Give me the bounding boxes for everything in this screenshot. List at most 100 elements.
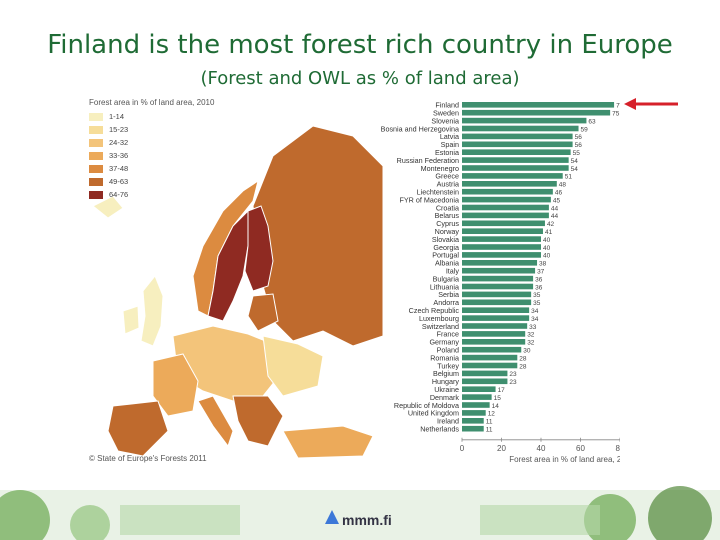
- category-label: Finland: [435, 101, 459, 110]
- bar-value-label: 30: [523, 348, 531, 355]
- map-legend-swatch: [89, 112, 103, 121]
- bar: [462, 370, 508, 377]
- bar-chart: 0 20 40 60 80 Forest area in % of land area, …: [381, 101, 620, 464]
- bar: [462, 260, 538, 266]
- map-copyright: © State of Europe's Forests 2011: [89, 454, 207, 463]
- bar-value-label: 33: [529, 324, 537, 331]
- europe-map: Forest area in % of land area, 2010 1-14…: [83, 96, 384, 466]
- category-label: Poland: [437, 346, 459, 355]
- bar-value-label: 56: [575, 142, 583, 149]
- bar: [462, 149, 571, 155]
- bar: [462, 283, 534, 290]
- map-legend-swatch: [89, 151, 103, 160]
- category-label: Belarus: [435, 211, 460, 220]
- map-legend-label: 33-36: [109, 151, 129, 160]
- bar: [462, 117, 587, 124]
- category-label: Luxembourg: [419, 314, 459, 323]
- category-label: Ireland: [437, 417, 459, 426]
- map-legend-label: 15-23: [109, 125, 129, 134]
- bar-value-label: 44: [551, 213, 559, 220]
- page-subtitle: (Forest and OWL as % of land area): [200, 68, 520, 89]
- category-label: Liechtenstein: [417, 188, 459, 197]
- x-tick-label: 80: [616, 444, 620, 453]
- category-label: Austria: [437, 180, 459, 189]
- map-legend-item: 33-36: [89, 151, 128, 160]
- category-label: United Kingdom: [408, 409, 459, 418]
- bar-value-label: 40: [543, 245, 551, 252]
- bar: [462, 157, 569, 163]
- map-legend-label: 24-32: [109, 138, 129, 147]
- map-legend-item: 64-76: [89, 190, 128, 199]
- map-region-uk: [140, 275, 164, 347]
- x-tick-label: 40: [537, 444, 546, 453]
- bar: [462, 204, 549, 211]
- x-tick-label: 60: [576, 444, 585, 453]
- x-tick-label: 0: [460, 444, 465, 453]
- bar-value-label: 40: [543, 253, 551, 260]
- bar-value-label: 36: [535, 284, 543, 291]
- bar-value-label: 41: [545, 229, 553, 236]
- bar: [462, 212, 549, 219]
- mmm-logo-text: mmm.fi: [342, 512, 392, 528]
- map-region-iberia: [107, 400, 169, 457]
- map-legend-swatch: [89, 125, 103, 134]
- bar: [462, 173, 563, 179]
- category-label: Greece: [435, 172, 459, 181]
- bar-value-label: 56: [575, 134, 583, 141]
- map-legend-swatch: [89, 138, 103, 147]
- category-label: Estonia: [435, 148, 459, 157]
- bar-value-label: 44: [551, 205, 559, 212]
- bar-value-label: 46: [555, 190, 563, 197]
- bar-value-label: 11: [486, 419, 493, 426]
- category-label: Georgia: [433, 243, 459, 252]
- bar-value-label: 63: [588, 118, 596, 125]
- bar: [462, 346, 522, 353]
- bar: [462, 188, 553, 195]
- bar: [462, 181, 557, 187]
- map-region-balkans: [232, 395, 284, 447]
- map-region-belarus-ukraine: [262, 335, 324, 397]
- map-region-finland: [244, 205, 274, 292]
- category-label: FYR of Macedonia: [399, 195, 459, 204]
- category-label: Andorra: [433, 298, 459, 307]
- map-legend-swatch: [89, 190, 103, 199]
- category-label: Hungary: [432, 377, 460, 386]
- bar-value-label: 55: [573, 150, 581, 157]
- bar-value-label: 45: [553, 197, 561, 204]
- bar: [462, 196, 551, 203]
- category-label: Slovakia: [432, 235, 459, 244]
- map-region-italy: [197, 395, 234, 448]
- bar: [462, 165, 569, 171]
- bar: [462, 315, 530, 321]
- category-label: Belgium: [433, 369, 459, 378]
- bar-value-label: 34: [531, 316, 539, 323]
- map-legend-item: 1-14: [89, 112, 124, 121]
- map-svg: [92, 125, 384, 459]
- bar-value-label: 23: [509, 379, 517, 386]
- category-label: Spain: [441, 140, 459, 149]
- footer-illustration: [0, 486, 720, 540]
- bar: [462, 394, 492, 400]
- category-label: Portugal: [432, 251, 459, 260]
- map-legend-label: 49-63: [109, 177, 129, 186]
- category-label: Netherlands: [420, 425, 459, 434]
- category-label: Bosnia and Herzegovina: [381, 124, 459, 133]
- bar-value-label: 54: [571, 166, 579, 173]
- category-label: Italy: [446, 267, 460, 276]
- bar: [462, 220, 545, 227]
- category-label: Russian Federation: [397, 156, 459, 165]
- bar-value-label: 77: [616, 103, 620, 110]
- bar-value-label: 17: [498, 387, 506, 394]
- bar: [462, 425, 484, 432]
- bar-value-label: 15: [494, 395, 502, 402]
- bar-value-label: 54: [571, 158, 579, 165]
- bar: [462, 362, 518, 369]
- bar-value-label: 48: [559, 182, 567, 189]
- bar-value-label: 42: [547, 221, 555, 228]
- bar: [462, 109, 611, 116]
- category-label: Switzerland: [422, 322, 459, 331]
- category-label: Cyprus: [436, 219, 459, 228]
- map-legend-label: 1-14: [109, 112, 125, 121]
- bar: [462, 299, 532, 306]
- category-label: Denmark: [430, 393, 460, 402]
